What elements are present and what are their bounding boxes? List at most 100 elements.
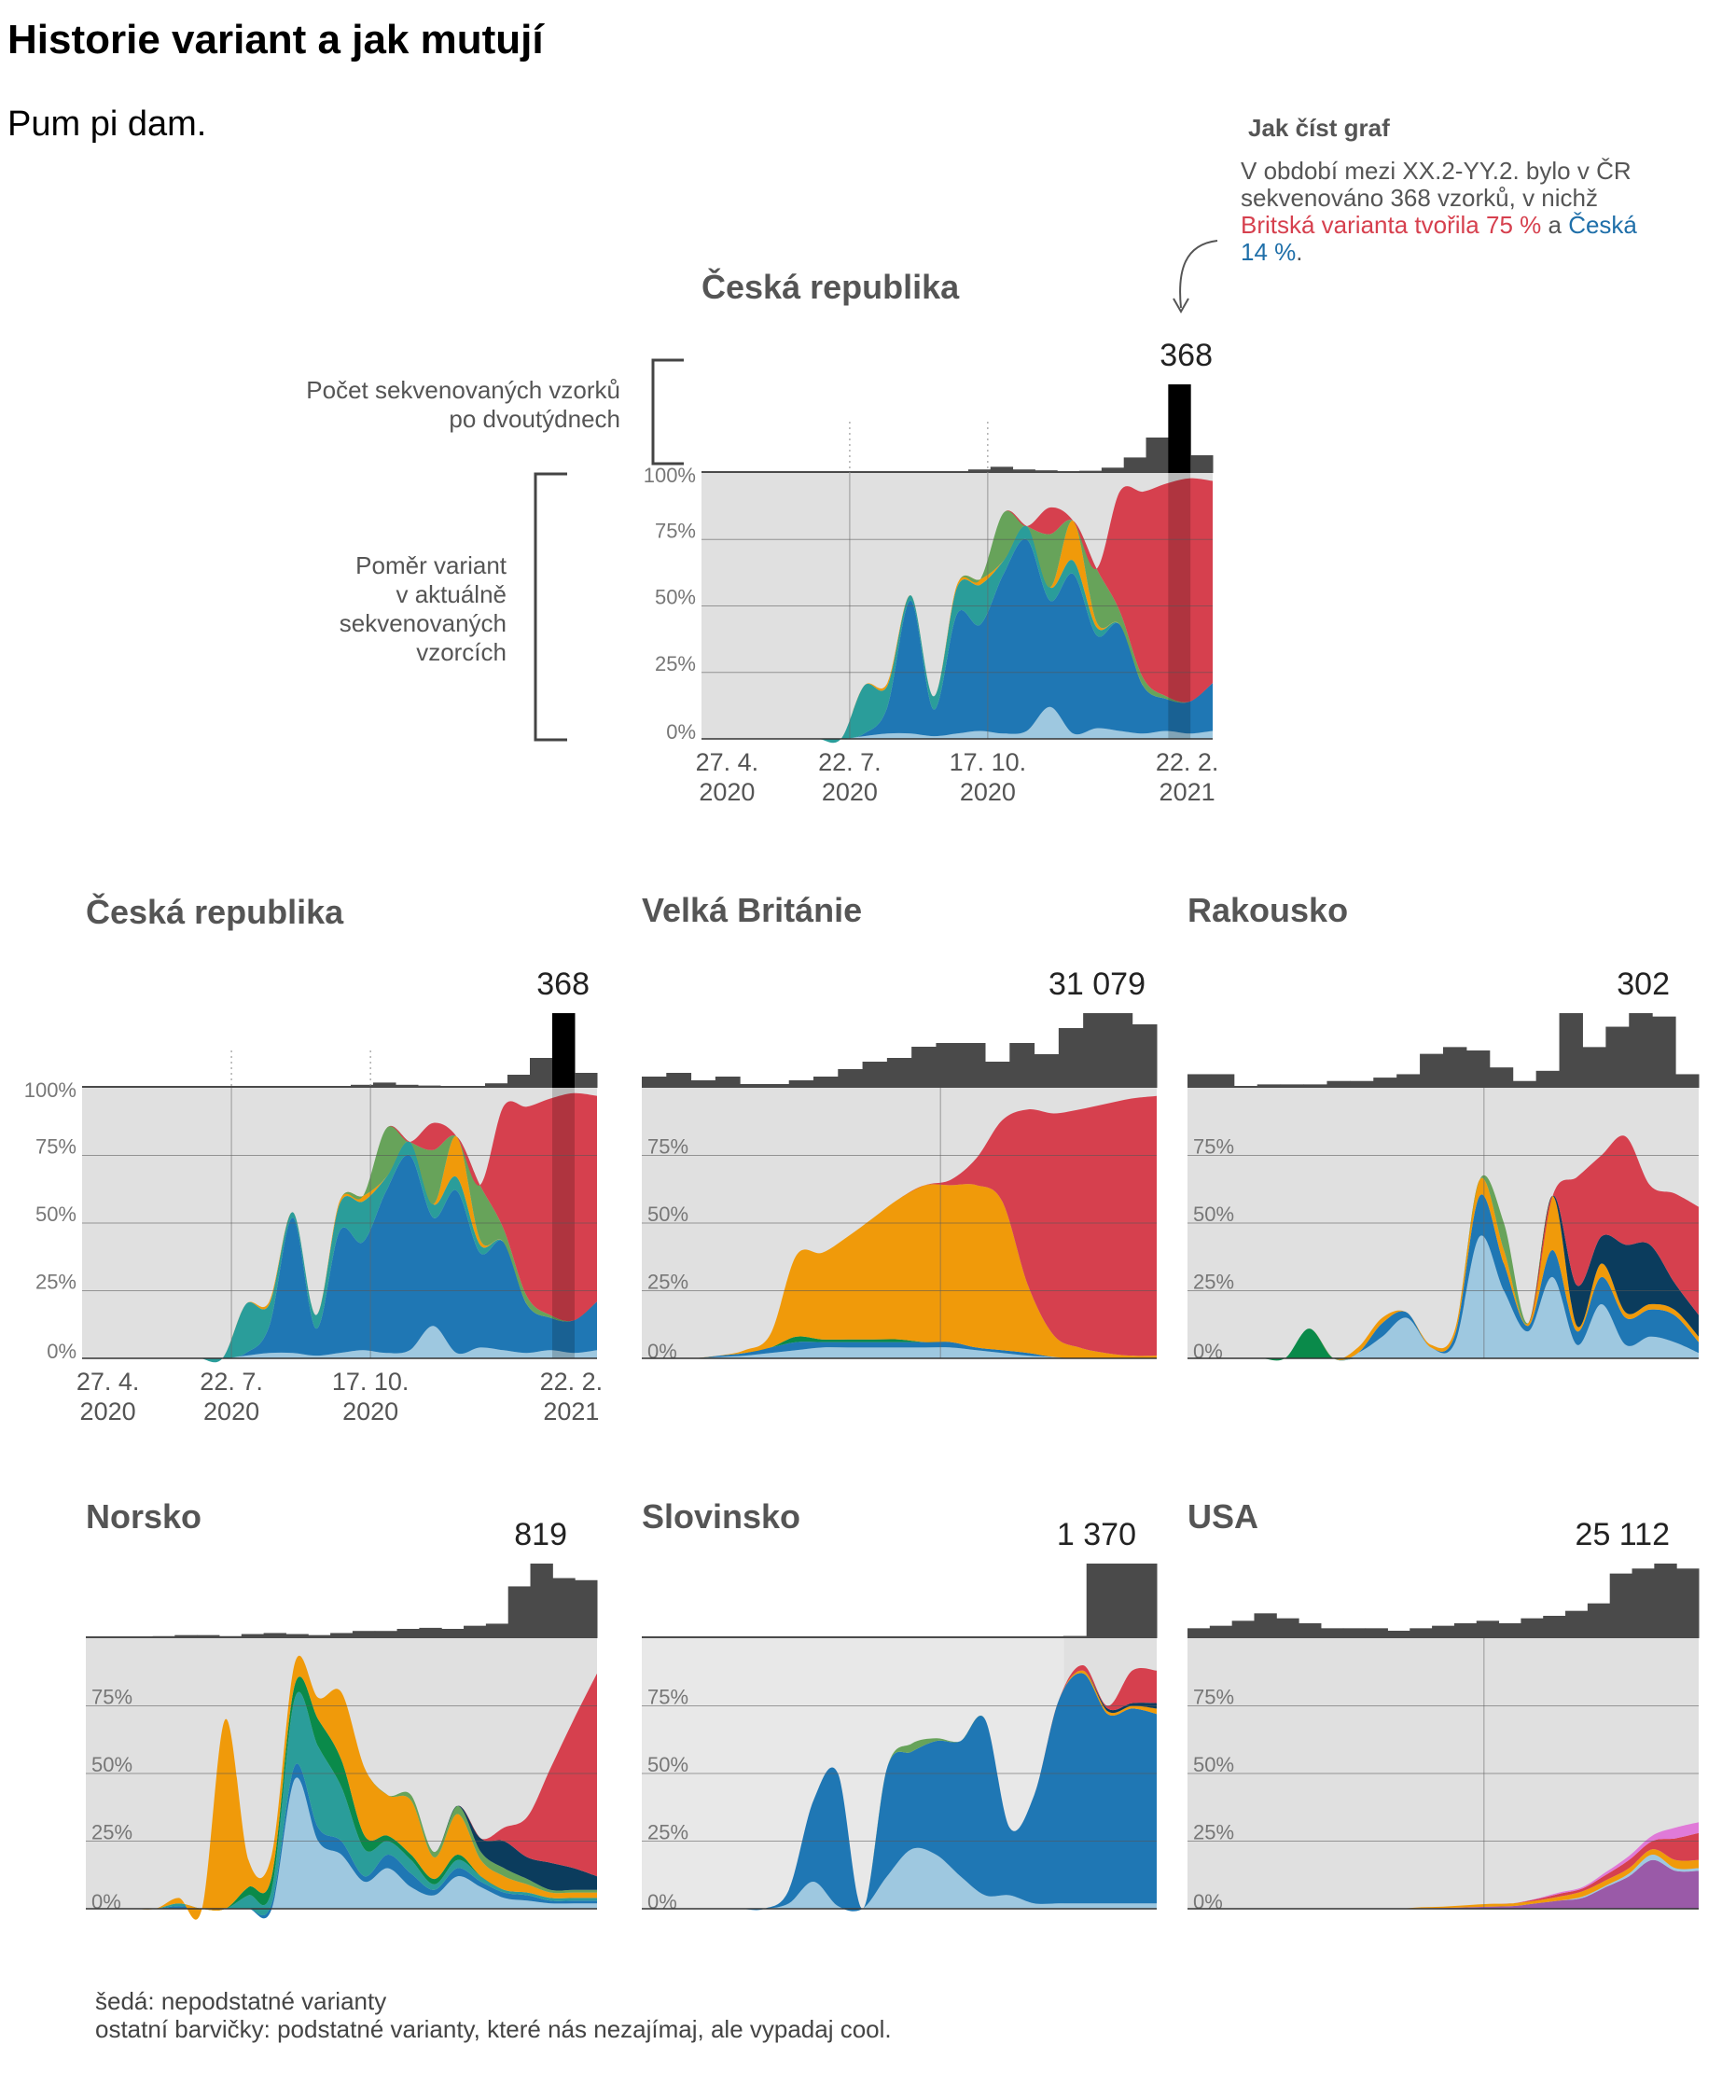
count-bar xyxy=(666,1073,692,1088)
area-britska xyxy=(1187,1135,1699,1361)
total-label-uk: 31 079 xyxy=(1049,967,1146,1002)
panel-title-main: Česká republika xyxy=(701,267,960,306)
count-bar xyxy=(1387,1631,1410,1638)
area-orange xyxy=(1187,1177,1699,1361)
count-bar xyxy=(758,1636,784,1638)
x-tick-label: 17. 10. xyxy=(950,748,1027,776)
area-britska xyxy=(701,478,1213,744)
x-tick-year: 2020 xyxy=(960,778,1016,806)
count-bar xyxy=(130,1636,153,1638)
count-bar xyxy=(1035,470,1058,473)
area-orange xyxy=(701,520,1213,744)
y-tick-label: 50% xyxy=(91,1753,132,1776)
y-tick-label: 25% xyxy=(1193,1271,1234,1294)
count-bar xyxy=(1280,1084,1305,1088)
count-bar xyxy=(852,1636,877,1638)
panel-title-at: Rakousko xyxy=(1187,891,1348,929)
count-bar xyxy=(745,471,769,473)
x-tick-year: 2020 xyxy=(822,778,878,806)
count-bar xyxy=(782,1636,807,1638)
x-tick-year: 2020 xyxy=(203,1398,259,1425)
count-label-2: po dvoutýdnech xyxy=(449,405,620,433)
chart-panel-si: Slovinsko 1 370 75% 50% 25% 0% xyxy=(642,1497,1158,1913)
y-tick-label: 0% xyxy=(647,1890,677,1913)
count-bar xyxy=(330,1633,354,1638)
count-bar xyxy=(1410,1628,1433,1638)
y-tick-label: 25% xyxy=(647,1271,688,1294)
count-bar xyxy=(104,1086,128,1088)
page-subtitle: Pum pi dam. xyxy=(7,104,207,144)
count-bar xyxy=(575,1579,598,1638)
count-bar xyxy=(86,1636,109,1638)
count-bar xyxy=(960,1043,986,1088)
count-bar xyxy=(1012,469,1035,473)
count-bar xyxy=(1443,1047,1467,1088)
count-bar xyxy=(464,1625,487,1638)
x-tick-year: 2020 xyxy=(80,1398,136,1425)
y-tick-label: 0% xyxy=(1193,1890,1223,1913)
y-tick-label: 50% xyxy=(35,1203,76,1226)
area-orange xyxy=(642,1184,1157,1359)
count-bar xyxy=(886,1058,912,1088)
x-tick-year: 2020 xyxy=(342,1398,398,1425)
count-bar xyxy=(1187,1628,1211,1638)
count-bar xyxy=(575,1073,598,1088)
count-bar xyxy=(374,1631,398,1638)
area-light_blue xyxy=(642,1847,1157,1912)
area-dark_green xyxy=(642,1336,1157,1359)
count-bar xyxy=(1086,1564,1111,1638)
count-bar xyxy=(1132,1564,1158,1638)
count-bar xyxy=(1342,1628,1367,1638)
y-tick-label: 75% xyxy=(647,1686,688,1709)
count-bar xyxy=(419,1627,442,1638)
area-light_blue xyxy=(701,706,1213,740)
count-bar xyxy=(194,1086,217,1088)
y-tick-label: 50% xyxy=(647,1753,688,1776)
y-tick-label: 25% xyxy=(91,1821,132,1844)
count-bar xyxy=(507,1075,531,1088)
area-ceska xyxy=(642,1673,1157,1912)
y-tick-label: 25% xyxy=(35,1271,76,1294)
total-label-main: 368 xyxy=(1160,338,1213,373)
ratio-bracket xyxy=(534,472,567,742)
count-bar xyxy=(530,1058,553,1088)
count-bar xyxy=(1465,1050,1491,1088)
count-bar xyxy=(690,1080,716,1088)
chart-panel-no: Norsko 819 75% 50% 25% 0% xyxy=(86,1497,598,1920)
count-bar xyxy=(1034,1054,1060,1088)
chart-panel-at: Rakousko 302 75% 50% 25% 0% xyxy=(1187,891,1700,1363)
y-tick-label: 75% xyxy=(91,1686,132,1709)
count-bar xyxy=(838,1069,864,1088)
area-orange xyxy=(86,1655,597,1920)
count-bar xyxy=(218,1635,243,1638)
x-tick-label: 22. 7. xyxy=(200,1368,263,1396)
chart-panel-us: USA 25 112 75% 50% 25% 0% xyxy=(1187,1497,1700,1913)
count-bar xyxy=(1675,1074,1700,1088)
count-bar xyxy=(875,1636,900,1638)
y-tick-label: 50% xyxy=(1193,1203,1234,1226)
count-bar xyxy=(1373,1078,1397,1088)
ratio-label-3: sekvenovaných xyxy=(340,609,507,637)
count-bar xyxy=(351,1084,374,1088)
count-bar xyxy=(856,471,881,473)
count-bar xyxy=(285,1634,309,1638)
area-ceska xyxy=(1187,1194,1699,1361)
y-tick-label: 0% xyxy=(666,720,696,744)
count-bar xyxy=(1303,1084,1327,1088)
y-tick-label: 25% xyxy=(655,652,696,675)
area-light_blue xyxy=(86,1777,597,1919)
count-bar xyxy=(665,1636,689,1638)
x-tick-label: 22. 2. xyxy=(1156,748,1219,776)
count-bar xyxy=(1535,1070,1561,1088)
count-bar xyxy=(82,1086,105,1088)
how-to-arrow xyxy=(1179,240,1218,309)
count-bar xyxy=(899,1636,924,1638)
y-tick-label: 25% xyxy=(647,1821,688,1844)
y-tick-label: 0% xyxy=(91,1890,121,1913)
count-bar xyxy=(879,471,902,473)
count-bar xyxy=(828,1636,854,1638)
footer-line-2: ostatní barvičky: podstatné varianty, kt… xyxy=(95,2015,892,2043)
count-bar xyxy=(485,1623,509,1638)
total-label-at: 302 xyxy=(1617,967,1670,1002)
count-bar xyxy=(1058,1028,1084,1088)
